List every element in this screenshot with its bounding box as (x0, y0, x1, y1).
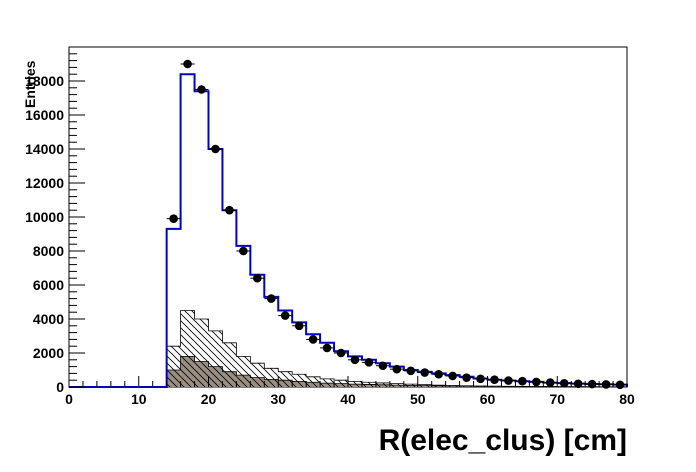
x-tick-label: 10 (131, 391, 147, 407)
hatched-bar (292, 374, 307, 387)
hatched-bar (431, 385, 446, 387)
x-tick-label: 70 (549, 391, 565, 407)
hatched-bar (208, 330, 223, 387)
x-tick-label: 80 (619, 391, 635, 407)
x-tick-label: 30 (270, 391, 286, 407)
axes: 0 10 20 30 40 50 60 70 80 0 2000 4000 6000 8000 10000 1… (25, 53, 635, 407)
x-tick-label: 40 (340, 391, 356, 407)
hatched-bar (306, 376, 321, 387)
y-tick-label: 8000 (33, 243, 64, 259)
hatched-bar (264, 368, 279, 387)
data-point (308, 335, 318, 344)
data-point (225, 205, 234, 215)
data-point (350, 355, 360, 365)
hatched-bar (334, 380, 348, 387)
hatched-bar (487, 386, 502, 387)
data-point (504, 376, 513, 385)
y-tick-label: 16000 (25, 107, 64, 123)
hatched-histogram (69, 310, 628, 388)
x-tick-label: 0 (65, 391, 73, 407)
data-point (448, 371, 457, 381)
data-point (322, 343, 332, 353)
data-point (169, 214, 178, 223)
data-point (239, 246, 248, 256)
hatched-bar (375, 382, 390, 387)
hatched-bar (445, 385, 460, 387)
data-point (420, 368, 430, 377)
data-point (434, 369, 443, 379)
x-axis-label: R(elec_clus) [cm] (379, 424, 627, 457)
hatched-bar (348, 381, 362, 387)
hatched-bar (166, 346, 181, 387)
data-point (490, 375, 499, 384)
data-point (336, 348, 346, 358)
data-point (211, 144, 220, 154)
y-tick-label: 14000 (25, 141, 64, 157)
y-tick-label: 4000 (33, 311, 64, 327)
data-point (364, 358, 374, 367)
data-point (476, 374, 485, 384)
y-axis-label: Entries (22, 60, 38, 108)
step-histogram (69, 73, 628, 388)
hatched-bar (250, 363, 265, 387)
hatched-bar (236, 356, 251, 387)
y-tick-label: 0 (56, 379, 64, 395)
x-tick-label: 50 (410, 391, 426, 407)
hatched-outline (69, 310, 628, 388)
hatched-bar (459, 385, 474, 387)
data-point (601, 380, 611, 389)
data-point (518, 376, 527, 386)
y-tick-label: 10000 (25, 209, 64, 225)
y-tick-label: 2000 (33, 345, 64, 361)
data-point (378, 361, 388, 371)
data-point (406, 366, 416, 376)
y-tick-label: 12000 (25, 175, 64, 191)
x-tick-label: 20 (201, 391, 217, 407)
hatched-bar (403, 384, 418, 387)
data-point (587, 379, 597, 389)
hatched-bar (389, 383, 404, 387)
data-point (545, 378, 555, 387)
data-point (559, 378, 569, 388)
data-point (392, 364, 402, 374)
data-point (183, 59, 192, 69)
data-point (294, 321, 304, 331)
hatched-bar (417, 384, 432, 387)
data-point (197, 85, 206, 94)
y-tick-label: 6000 (33, 277, 64, 293)
data-point (266, 294, 276, 303)
x-tick-label: 60 (480, 391, 496, 407)
data-point (573, 379, 583, 389)
hatched-bar (473, 385, 488, 387)
y-tick-label: 18000 (25, 73, 64, 89)
hatched-bar (222, 342, 237, 387)
data-point (253, 273, 262, 283)
hatched-bar (194, 319, 209, 387)
data-point (280, 311, 290, 320)
hatched-bar (320, 378, 335, 387)
hatched-bar (180, 310, 195, 387)
data-point (532, 377, 541, 387)
data-point (615, 380, 625, 390)
plot-frame (68, 46, 628, 388)
data-points (166, 59, 627, 390)
data-point (462, 373, 471, 382)
hatched-bar (361, 382, 376, 387)
step-line (69, 73, 628, 388)
hatched-bar (278, 371, 293, 387)
